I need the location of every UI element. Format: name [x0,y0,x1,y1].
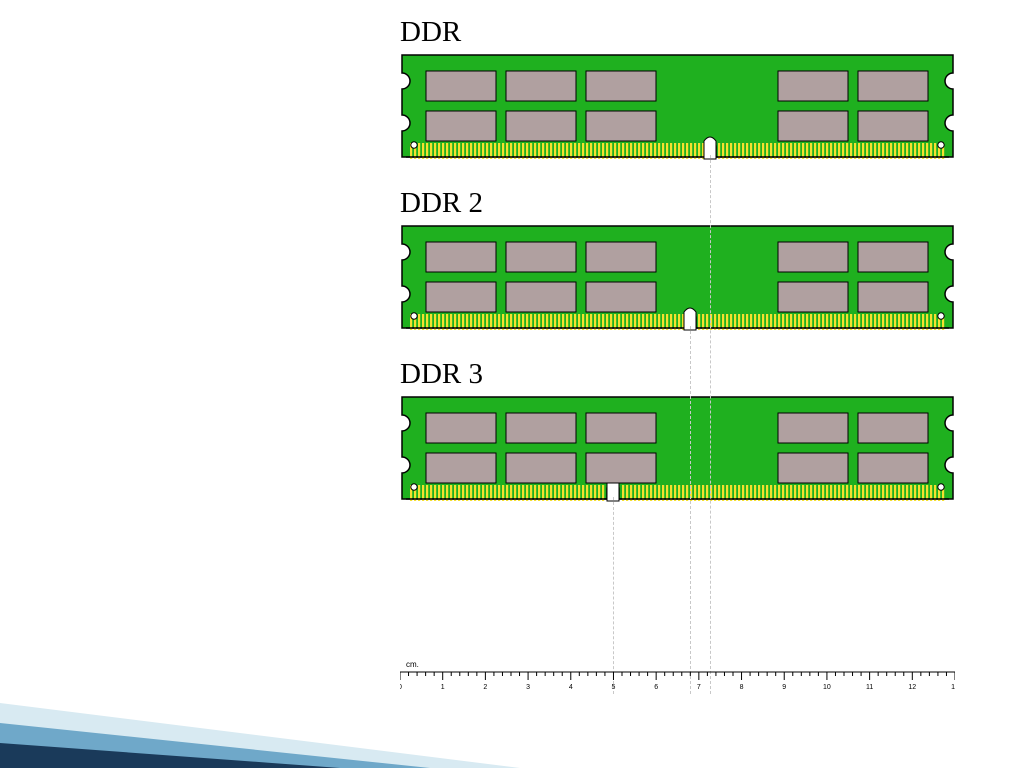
mount-hole [938,484,944,490]
notch-guide-line [690,326,691,694]
memory-chip [586,413,656,443]
memory-chip [858,111,928,141]
mount-hole [938,313,944,319]
ruler-unit-label: cm. [406,660,980,669]
memory-chip [858,242,928,272]
memory-chip [778,111,848,141]
ruler-major-label: 3 [526,684,530,691]
memory-chip [778,71,848,101]
ddr2-svg [400,224,955,344]
memory-chip [426,413,496,443]
ruler-region: cm. 012345678910111213 [400,660,980,705]
notch-guide-line [710,155,711,694]
ruler: 012345678910111213 [400,670,955,700]
memory-chip [586,453,656,483]
ruler-major-label: 7 [697,684,701,691]
memory-chip [506,453,576,483]
ddr-label: DDR [400,16,1000,49]
mount-hole [411,142,417,148]
memory-chip [426,242,496,272]
memory-chip [858,413,928,443]
memory-chip [506,413,576,443]
ruler-major-label: 13 [951,684,955,691]
memory-chip [506,111,576,141]
memory-chip [426,111,496,141]
ruler-major-label: 10 [823,684,831,691]
memory-chip [778,453,848,483]
ruler-major-label: 4 [569,684,573,691]
memory-chip [586,242,656,272]
ruler-major-label: 5 [612,684,616,691]
memory-chip [778,242,848,272]
memory-chip [586,282,656,312]
memory-chip [426,282,496,312]
pcb-outline [402,55,953,157]
ddr2-label: DDR 2 [400,187,1000,220]
pcb-outline [402,226,953,328]
mount-hole [411,313,417,319]
memory-chip [858,282,928,312]
memory-chip [586,71,656,101]
pcb-outline [402,397,953,499]
content-column: DDR DDR 2 DDR 3 [400,10,1000,529]
memory-chip [778,413,848,443]
memory-chip [858,71,928,101]
ddr-module [400,53,1000,173]
slide: DDRDDR 2DDR 3 cm. 012345678910111213 [0,0,1024,768]
mount-hole [938,142,944,148]
mount-hole [411,484,417,490]
ruler-major-label: 0 [400,684,402,691]
memory-chip [858,453,928,483]
memory-chip [506,242,576,272]
memory-chip [506,282,576,312]
ddr2-module [400,224,1000,344]
ruler-major-label: 1 [441,684,445,691]
ddr3-module [400,395,1000,515]
memory-chip [506,71,576,101]
ruler-major-label: 8 [740,684,744,691]
memory-chip [778,282,848,312]
ruler-major-label: 9 [782,684,786,691]
ruler-major-label: 12 [908,684,916,691]
memory-chip [426,453,496,483]
ruler-major-label: 6 [654,684,658,691]
ddr3-label: DDR 3 [400,358,1000,391]
ddr-svg [400,53,955,173]
ruler-major-label: 2 [483,684,487,691]
memory-chip [426,71,496,101]
ddr3-svg [400,395,955,515]
memory-chip [586,111,656,141]
ruler-major-label: 11 [866,684,873,691]
